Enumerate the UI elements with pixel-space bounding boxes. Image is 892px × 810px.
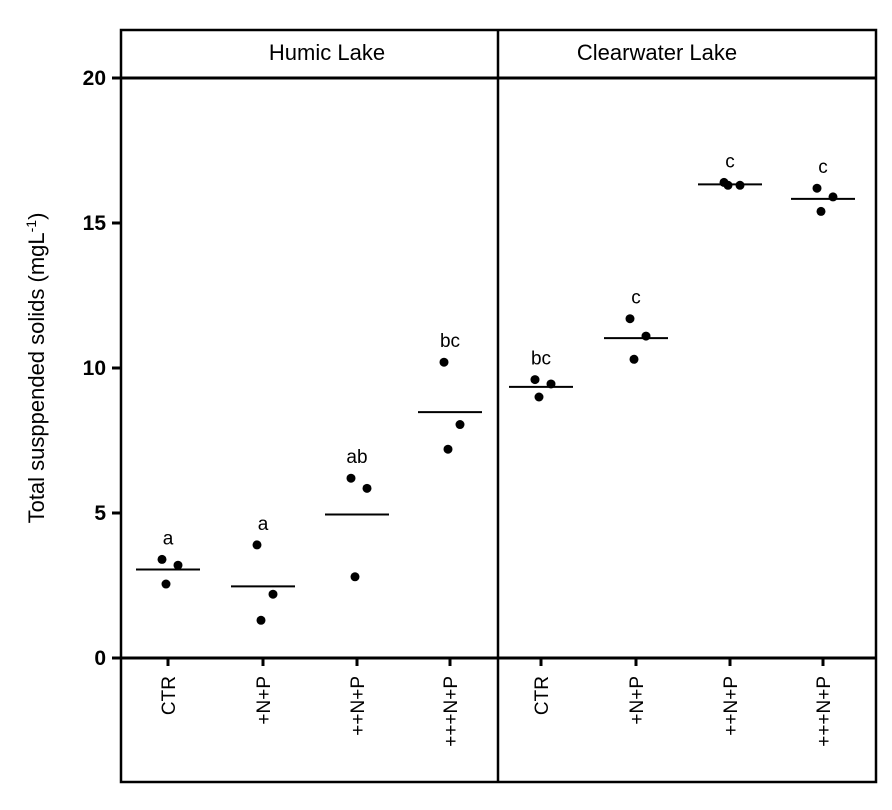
- significance-letter: a: [258, 514, 269, 535]
- data-point: [439, 357, 449, 367]
- panel-title-clearwater: Clearwater Lake: [577, 40, 737, 65]
- data-point: [534, 392, 544, 402]
- category-label: CTR: [159, 676, 180, 715]
- significance-letter: a: [163, 528, 174, 549]
- y-axis-label-superscript: -1: [23, 220, 39, 233]
- y-tick-label: 0: [94, 647, 106, 670]
- data-point: [173, 560, 183, 570]
- y-tick-label: 15: [83, 212, 107, 235]
- data-point: [828, 192, 838, 202]
- y-axis-ticks: 0 5 10 15 20: [83, 67, 121, 670]
- category-labels: CTR +N+P ++N+P +++N+P CTR +N+P ++N+P +++N+P: [159, 658, 835, 747]
- data-point: [735, 180, 745, 190]
- data-point: [350, 572, 360, 582]
- data-point: [252, 540, 262, 550]
- category-label: ++N+P: [348, 676, 369, 736]
- data-point: [346, 473, 356, 483]
- significance-letter: c: [631, 288, 641, 309]
- significance-letter: bc: [531, 349, 551, 370]
- significance-letter: c: [725, 151, 735, 172]
- category-label: +N+P: [627, 676, 648, 725]
- data-point: [362, 483, 372, 493]
- data-point: [629, 354, 639, 364]
- data-point: [723, 180, 733, 190]
- category-label: +++N+P: [441, 676, 462, 747]
- data-point: [546, 379, 556, 389]
- data-point: [816, 206, 826, 216]
- data-point: [641, 331, 651, 341]
- significance-letter: bc: [440, 331, 460, 352]
- category-label: +++N+P: [814, 676, 835, 747]
- data-point: [443, 444, 453, 454]
- category-label: +N+P: [254, 676, 275, 725]
- y-axis-label-close: ): [24, 213, 49, 220]
- data-point: [256, 615, 266, 625]
- data-point: [268, 589, 278, 599]
- data-point: [625, 314, 635, 324]
- y-tick-label: 20: [83, 67, 106, 90]
- significance-letter: ab: [346, 447, 367, 468]
- y-tick-label: 10: [83, 357, 106, 380]
- data-point: [157, 554, 167, 564]
- y-axis-label-main: Total susppended solids (mgL: [24, 232, 49, 523]
- significance-letter: c: [818, 157, 828, 178]
- y-tick-label: 5: [94, 502, 106, 525]
- category-label: CTR: [532, 676, 553, 715]
- data-marks: a a ab bc bc c c c: [136, 151, 855, 625]
- panel-title-humic: Humic Lake: [269, 40, 385, 65]
- category-label: ++N+P: [721, 676, 742, 736]
- y-axis-label: Total susppended solids (mgL-1): [23, 213, 49, 524]
- data-point: [455, 420, 465, 430]
- data-point: [530, 375, 540, 385]
- data-point: [161, 579, 171, 589]
- data-point: [812, 183, 822, 193]
